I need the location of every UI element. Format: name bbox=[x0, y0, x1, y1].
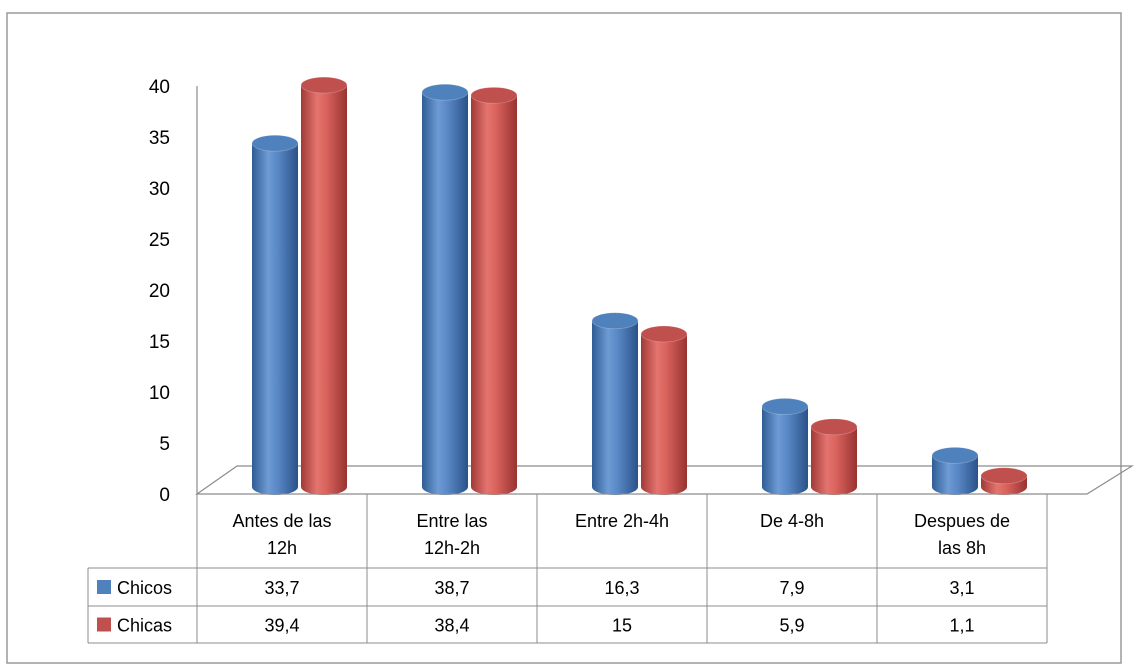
bar-chicos bbox=[931, 446, 979, 495]
bar-chicas bbox=[300, 76, 348, 496]
y-tick-label: 25 bbox=[149, 230, 170, 251]
bar-body bbox=[252, 143, 298, 495]
bar-top bbox=[980, 467, 1028, 485]
category-label: Antes de las bbox=[232, 511, 331, 531]
bar-chicas bbox=[810, 418, 858, 495]
category-label: De 4-8h bbox=[760, 511, 824, 531]
data-label: 15 bbox=[612, 616, 632, 636]
data-label: 38,7 bbox=[434, 578, 469, 598]
bar-chicas bbox=[980, 467, 1028, 495]
bar-top bbox=[421, 83, 469, 101]
data-label: 1,1 bbox=[949, 616, 974, 636]
legend-swatch-chicos bbox=[97, 580, 111, 594]
bar-body bbox=[422, 92, 468, 495]
bar-top bbox=[931, 446, 979, 464]
data-table: Antes de las 12h Entre las 12h-2h Entre 2h-4… bbox=[87, 493, 1048, 644]
y-tick-label: 5 bbox=[159, 434, 170, 455]
y-tick-label: 0 bbox=[159, 485, 170, 506]
data-label: 33,7 bbox=[264, 578, 299, 598]
y-tick-label: 30 bbox=[149, 179, 170, 200]
bar-body bbox=[592, 320, 638, 495]
data-label: 39,4 bbox=[264, 616, 299, 636]
bar-top bbox=[470, 86, 518, 104]
bar-top bbox=[810, 418, 858, 436]
y-tick-label: 40 bbox=[149, 77, 170, 98]
bar-chicas bbox=[470, 86, 518, 495]
bar-chicas bbox=[640, 325, 688, 495]
category-label: 12h-2h bbox=[424, 538, 480, 558]
bar-top bbox=[640, 325, 688, 343]
data-label: 3,1 bbox=[949, 578, 974, 598]
axis-layer: 0 5 10 15 20 25 30 35 40 bbox=[149, 77, 1135, 506]
bar-body bbox=[301, 85, 347, 496]
bar-body bbox=[641, 334, 687, 495]
y-tick-label: 10 bbox=[149, 383, 170, 404]
category-label: Despues de bbox=[914, 511, 1010, 531]
bar-top bbox=[300, 76, 348, 94]
data-label: 38,4 bbox=[434, 616, 469, 636]
bar-body bbox=[932, 455, 978, 495]
legend-swatch-chicas bbox=[97, 617, 111, 632]
bar-chicos bbox=[761, 398, 809, 495]
bar-layer bbox=[251, 76, 1028, 496]
y-tick-label: 15 bbox=[149, 332, 170, 353]
data-label: 7,9 bbox=[779, 578, 804, 598]
bar-top bbox=[591, 312, 639, 330]
category-label: Entre 2h-4h bbox=[575, 511, 669, 531]
bar-body bbox=[811, 426, 857, 495]
legend-label: Chicas bbox=[117, 616, 172, 636]
data-label: 16,3 bbox=[604, 578, 639, 598]
bar-body bbox=[762, 406, 808, 495]
bar-top bbox=[761, 398, 809, 415]
category-label: Entre las bbox=[416, 511, 487, 531]
bar-chicos bbox=[421, 83, 469, 495]
y-tick-label: 35 bbox=[149, 128, 170, 149]
data-label: 5,9 bbox=[779, 616, 804, 636]
category-label: 12h bbox=[267, 538, 297, 558]
bar-body bbox=[471, 95, 517, 495]
y-tick-label: 20 bbox=[149, 281, 170, 302]
bar-chicos bbox=[591, 312, 639, 495]
chart-border bbox=[6, 12, 1122, 664]
legend-label: Chicos bbox=[117, 578, 172, 598]
category-label: las 8h bbox=[938, 538, 986, 558]
bar-top bbox=[251, 134, 299, 152]
bar-chicos bbox=[251, 134, 299, 495]
